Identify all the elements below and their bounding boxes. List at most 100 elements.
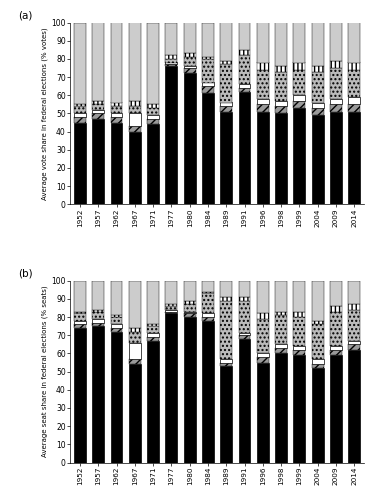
Bar	[220, 280, 232, 297]
Bar	[147, 124, 159, 204]
Bar	[348, 344, 360, 350]
Bar	[92, 119, 104, 204]
Bar	[275, 22, 287, 66]
Bar	[220, 366, 232, 462]
Bar	[166, 66, 177, 204]
Bar	[293, 346, 305, 350]
Bar	[275, 315, 287, 344]
Bar	[330, 312, 342, 346]
Bar	[293, 280, 305, 312]
Bar	[220, 102, 232, 106]
Bar	[293, 100, 305, 108]
Bar	[184, 74, 196, 204]
Bar	[74, 320, 86, 324]
Bar	[129, 106, 141, 114]
Bar	[92, 104, 104, 110]
Bar	[166, 64, 177, 66]
Bar	[348, 70, 360, 97]
Bar	[312, 108, 323, 115]
Bar	[147, 104, 159, 108]
Bar	[202, 320, 214, 462]
Bar	[275, 106, 287, 114]
Bar	[111, 102, 123, 106]
Bar	[275, 348, 287, 354]
Y-axis label: Average vote share in federal elections (% votes): Average vote share in federal elections …	[42, 27, 49, 200]
Bar	[220, 297, 232, 300]
Bar	[312, 320, 323, 324]
Bar	[129, 342, 141, 359]
Bar	[166, 62, 177, 64]
Bar	[293, 22, 305, 62]
Bar	[330, 60, 342, 68]
Bar	[147, 337, 159, 340]
Bar	[147, 108, 159, 115]
Bar	[238, 300, 251, 334]
Bar	[257, 354, 269, 357]
Bar	[238, 55, 251, 84]
Bar	[257, 22, 269, 62]
Bar	[147, 334, 159, 337]
Bar	[293, 62, 305, 70]
Bar	[220, 300, 232, 359]
Bar	[257, 62, 269, 70]
Bar	[202, 59, 214, 82]
Bar	[293, 108, 305, 204]
Bar	[220, 64, 232, 102]
Bar	[74, 280, 86, 312]
Bar	[238, 22, 251, 50]
Bar	[92, 322, 104, 326]
Bar	[330, 280, 342, 306]
Bar	[293, 355, 305, 463]
Bar	[166, 59, 177, 62]
Bar	[129, 132, 141, 204]
Bar	[74, 324, 86, 328]
Bar	[312, 22, 323, 66]
Bar	[111, 106, 123, 114]
Bar	[238, 84, 251, 88]
Bar	[129, 22, 141, 101]
Bar	[275, 114, 287, 204]
Bar	[147, 326, 159, 334]
Bar	[184, 317, 196, 462]
Bar	[92, 326, 104, 462]
Bar	[74, 114, 86, 117]
Bar	[220, 362, 232, 366]
Bar	[257, 70, 269, 99]
Bar	[312, 364, 323, 368]
Bar	[129, 328, 141, 332]
Bar	[293, 317, 305, 346]
Bar	[330, 104, 342, 112]
Bar	[238, 334, 251, 335]
Bar	[166, 314, 177, 462]
Bar	[257, 314, 269, 319]
Bar	[74, 106, 86, 114]
Bar	[330, 346, 342, 350]
Bar	[312, 359, 323, 364]
Bar	[92, 319, 104, 322]
Bar	[184, 57, 196, 66]
Bar	[147, 22, 159, 104]
Bar	[257, 357, 269, 362]
Bar	[111, 117, 123, 122]
Bar	[348, 22, 360, 62]
Bar	[74, 312, 86, 314]
Bar	[202, 22, 214, 57]
Bar	[312, 368, 323, 462]
Bar	[111, 22, 123, 102]
Bar	[184, 300, 196, 304]
Bar	[92, 310, 104, 312]
Text: (a): (a)	[18, 10, 33, 20]
Bar	[348, 97, 360, 104]
Bar	[202, 82, 214, 86]
Bar	[111, 122, 123, 204]
Bar	[348, 62, 360, 70]
Bar	[312, 280, 323, 320]
Bar	[202, 57, 214, 59]
Bar	[184, 280, 196, 300]
Bar	[238, 297, 251, 300]
Bar	[111, 324, 123, 328]
Bar	[275, 344, 287, 348]
Bar	[238, 280, 251, 297]
Bar	[312, 102, 323, 108]
Bar	[275, 66, 287, 71]
